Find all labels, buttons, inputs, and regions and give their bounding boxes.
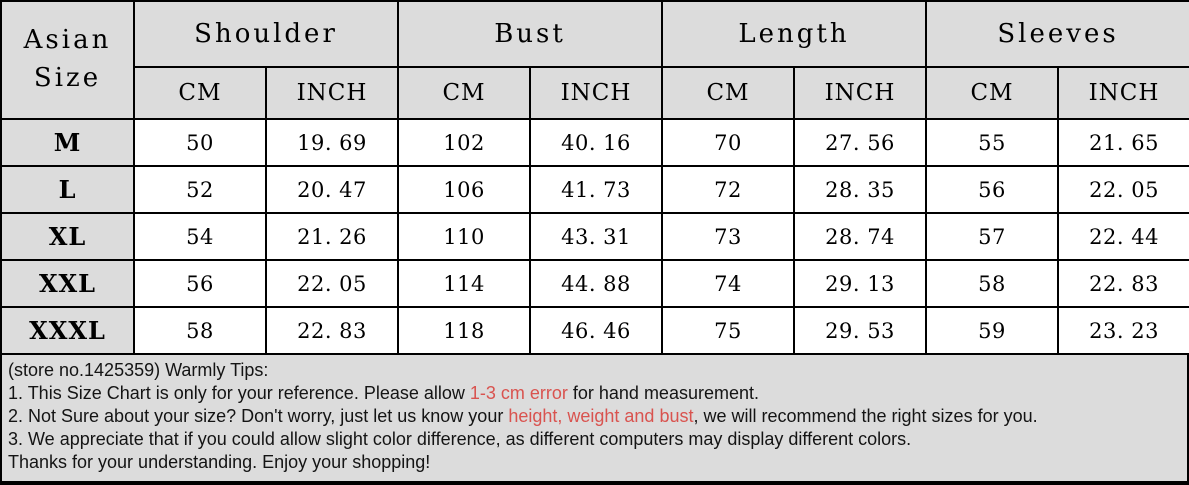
cell-shoulder-cm: 50 — [133, 118, 267, 167]
cell-length-cm: 74 — [661, 259, 796, 308]
tips-highlight-text: 1-3 cm error — [469, 383, 568, 403]
unit-header-length-inch: INCH — [793, 66, 928, 120]
cell-sleeves-inch: 22. 83 — [1057, 259, 1189, 308]
cell-shoulder-cm: 54 — [133, 212, 267, 261]
group-header-shoulder: Shoulder — [132, 0, 400, 68]
unit-header-shoulder-cm: CM — [133, 66, 267, 120]
tips-text: Thanks for your understanding. Enjoy you… — [8, 452, 431, 472]
cell-length-cm: 75 — [661, 306, 796, 355]
cell-sleeves-cm: 55 — [925, 118, 1060, 167]
cell-shoulder-cm: 56 — [133, 259, 267, 308]
cell-shoulder-cm: 58 — [133, 306, 267, 355]
tips-text: (store no.1425359) Warmly Tips: — [8, 360, 269, 380]
cell-length-cm: 70 — [661, 118, 796, 167]
cell-length-cm: 73 — [661, 212, 796, 261]
row-size-label: L — [0, 165, 135, 214]
unit-header-bust-inch: INCH — [529, 66, 664, 120]
cell-bust-cm: 114 — [397, 259, 532, 308]
cell-sleeves-cm: 59 — [925, 306, 1060, 355]
unit-header-row: CM INCH CM INCH CM INCH CM INCH — [1, 66, 1189, 120]
unit-header-bust-cm: CM — [397, 66, 532, 120]
table-row-xxxl: XXXL 58 22. 83 118 46. 46 75 29. 53 59 2… — [0, 306, 1189, 355]
tips-text: 1. This Size Chart is only for your refe… — [8, 383, 470, 403]
cell-bust-inch: 41. 73 — [529, 165, 664, 214]
cell-shoulder-inch: 21. 26 — [264, 212, 400, 261]
cell-shoulder-inch: 19. 69 — [264, 118, 400, 167]
table-row-l: L 52 20. 47 106 41. 73 72 28. 35 56 22. … — [0, 165, 1189, 214]
cell-sleeves-inch: 22. 05 — [1057, 165, 1189, 214]
tips-line-3: 3. We appreciate that if you could allow… — [8, 428, 1181, 451]
unit-header-sleeves-inch: INCH — [1057, 66, 1189, 120]
cell-bust-cm: 106 — [397, 165, 532, 214]
cell-length-inch: 27. 56 — [793, 118, 928, 167]
tips-line-4: Thanks for your understanding. Enjoy you… — [8, 451, 1181, 474]
cell-sleeves-inch: 22. 44 — [1057, 212, 1189, 261]
table-row-xxl: XXL 56 22. 05 114 44. 88 74 29. 13 58 22… — [0, 259, 1189, 308]
tips-text: 3. We appreciate that if you could allow… — [8, 429, 912, 449]
group-header-sleeves: Sleeves — [925, 0, 1189, 68]
cell-shoulder-inch: 22. 83 — [264, 306, 400, 355]
tips-highlight-text: height, weight and bust — [508, 406, 694, 426]
cell-length-inch: 29. 13 — [793, 259, 928, 308]
cell-sleeves-cm: 56 — [925, 165, 1060, 214]
cell-sleeves-cm: 57 — [925, 212, 1060, 261]
row-size-label: M — [0, 118, 135, 167]
cell-sleeves-inch: 23. 23 — [1057, 306, 1189, 355]
warmly-tips-footer: (store no.1425359) Warmly Tips: 1. This … — [0, 355, 1189, 481]
corner-header-asian-size: Asian Size — [0, 0, 135, 120]
tips-text: for hand measurement. — [567, 383, 759, 403]
unit-header-length-cm: CM — [661, 66, 796, 120]
unit-header-shoulder-inch: INCH — [264, 66, 400, 120]
cell-length-inch: 29. 53 — [793, 306, 928, 355]
table-row-m: M 50 19. 69 102 40. 16 70 27. 56 55 21. … — [0, 118, 1189, 167]
corner-header-line2: Size — [33, 63, 102, 93]
cell-length-cm: 72 — [661, 165, 796, 214]
cell-length-inch: 28. 74 — [793, 212, 928, 261]
cell-bust-inch: 40. 16 — [529, 118, 664, 167]
tips-line-1: 1. This Size Chart is only for your refe… — [8, 382, 1181, 405]
tips-text: , we will recommend the right sizes for … — [693, 406, 1038, 426]
group-header-bust: Bust — [397, 0, 664, 68]
cell-bust-cm: 102 — [397, 118, 532, 167]
row-size-label: XXXL — [0, 306, 135, 355]
cell-bust-cm: 110 — [397, 212, 532, 261]
table-row-xl: XL 54 21. 26 110 43. 31 73 28. 74 57 22.… — [0, 212, 1189, 261]
unit-header-sleeves-cm: CM — [925, 66, 1060, 120]
tips-store-line: (store no.1425359) Warmly Tips: — [8, 359, 1181, 382]
cell-bust-cm: 118 — [397, 306, 532, 355]
row-size-label: XXL — [0, 259, 135, 308]
cell-shoulder-inch: 22. 05 — [264, 259, 400, 308]
cell-length-inch: 28. 35 — [793, 165, 928, 214]
corner-header-line1: Asian — [23, 25, 112, 56]
row-size-label: XL — [0, 212, 135, 261]
group-header-row: Asian Size Shoulder Bust Length Sleeves — [0, 0, 1189, 120]
cell-sleeves-cm: 58 — [925, 259, 1060, 308]
cell-bust-inch: 43. 31 — [529, 212, 664, 261]
tips-text: 2. Not Sure about your size? Don't worry… — [8, 406, 509, 426]
size-chart-table: Asian Size Shoulder Bust Length Sleeves … — [0, 0, 1189, 355]
tips-line-2: 2. Not Sure about your size? Don't worry… — [8, 405, 1181, 428]
cell-sleeves-inch: 21. 65 — [1057, 118, 1189, 167]
cell-bust-inch: 46. 46 — [529, 306, 664, 355]
cell-shoulder-inch: 20. 47 — [264, 165, 400, 214]
cell-shoulder-cm: 52 — [133, 165, 267, 214]
group-header-length: Length — [661, 0, 928, 68]
cell-bust-inch: 44. 88 — [529, 259, 664, 308]
